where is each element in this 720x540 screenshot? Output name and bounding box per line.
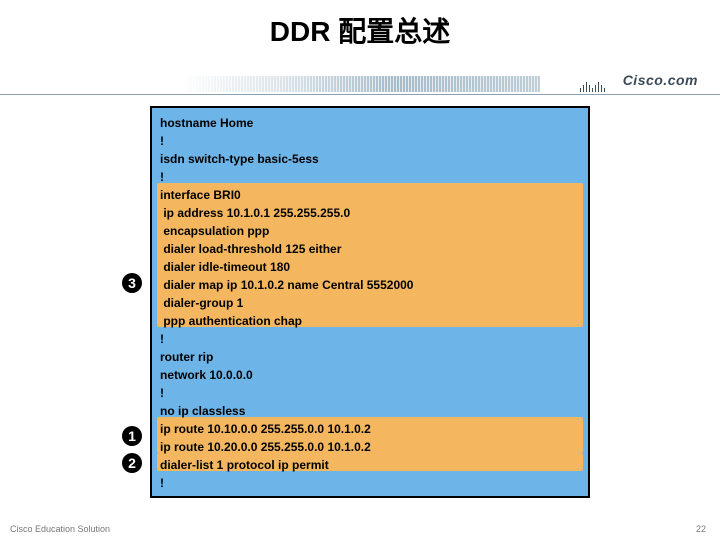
horizontal-rule [0, 94, 720, 95]
config-line: dialer-list 1 protocol ip permit [160, 456, 580, 474]
config-line: ppp authentication chap [160, 312, 580, 330]
footer-left: Cisco Education Solution [10, 524, 110, 534]
config-line: dialer idle-timeout 180 [160, 258, 580, 276]
config-line: ! [160, 330, 580, 348]
config-line: dialer map ip 10.1.0.2 name Central 5552… [160, 276, 580, 294]
config-line: ! [160, 132, 580, 150]
step-marker: 3 [122, 273, 142, 293]
page-title: DDR 配置总述 [0, 0, 720, 50]
config-line: interface BRI0 [160, 186, 580, 204]
config-line: no ip classless [160, 402, 580, 420]
step-marker: 2 [122, 453, 142, 473]
config-line: network 10.0.0.0 [160, 366, 580, 384]
step-marker: 1 [122, 426, 142, 446]
cisco-logo-text: Cisco.com [623, 72, 698, 88]
config-line: dialer-group 1 [160, 294, 580, 312]
config-line: isdn switch-type basic-5ess [160, 150, 580, 168]
config-line: ! [160, 168, 580, 186]
config-line: ip route 10.10.0.0 255.255.0.0 10.1.0.2 [160, 420, 580, 438]
header-divider: Cisco.com [0, 72, 720, 100]
config-line: ip address 10.1.0.1 255.255.255.0 [160, 204, 580, 222]
config-line: dialer load-threshold 125 either [160, 240, 580, 258]
config-box: hostname Home!isdn switch-type basic-5es… [150, 106, 590, 498]
config-line: router rip [160, 348, 580, 366]
config-line: ip route 10.20.0.0 255.255.0.0 10.1.0.2 [160, 438, 580, 456]
config-line: ! [160, 384, 580, 402]
config-line: encapsulation ppp [160, 222, 580, 240]
footer-page-number: 22 [696, 524, 706, 534]
hatch-overlay [180, 76, 540, 92]
config-line: hostname Home [160, 114, 580, 132]
config-line: ! [160, 474, 580, 492]
cisco-bars-icon [580, 74, 620, 84]
